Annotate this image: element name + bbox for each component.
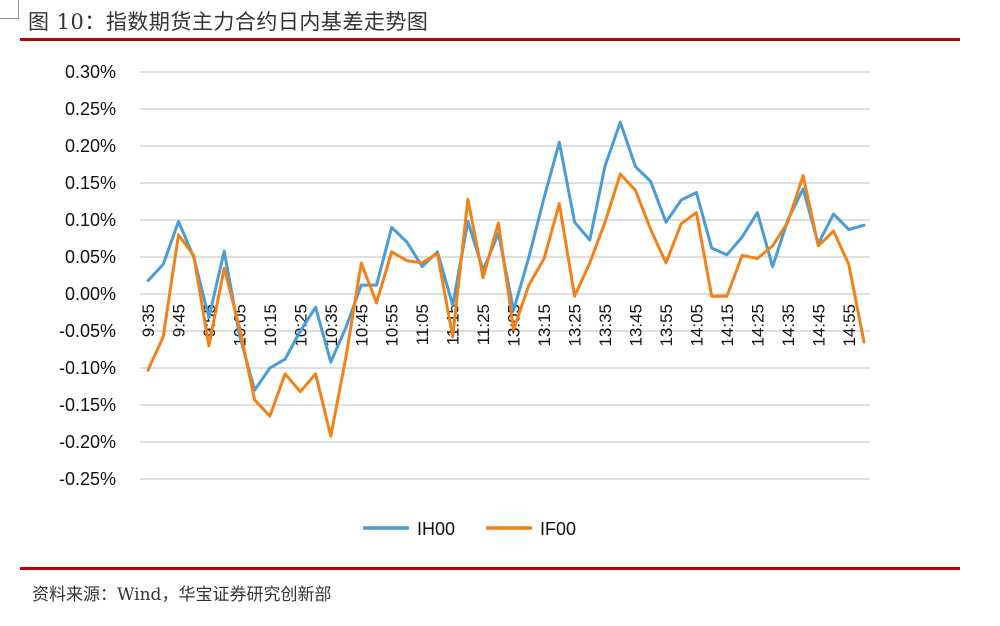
corner-mark: [0, 0, 19, 19]
y-tick-label: 0.00%: [65, 284, 116, 304]
series-lines: [146, 120, 866, 438]
series-line-ih00: [146, 120, 866, 392]
y-axis-ticks: 0.30% 0.25% 0.20% 0.15% 0.10% 0.05% 0.00% -0.05…: [59, 62, 116, 489]
source-note: 资料来源：Wind，华宝证券研究创新部: [32, 585, 332, 605]
x-tick-label: 13:55: [657, 304, 676, 347]
series-line-if00: [146, 172, 866, 438]
x-tick-label: 14:05: [687, 304, 706, 347]
y-tick-label: 0.15%: [65, 173, 116, 193]
x-tick-label: 10:45: [352, 304, 371, 347]
y-tick-label: 0.05%: [65, 247, 116, 267]
y-tick-label: -0.10%: [59, 358, 116, 378]
figure-title: 图 10：指数期货主力合约日内基差走势图: [28, 10, 429, 34]
x-tick-label: 11:25: [474, 304, 493, 345]
legend: IH00 IF00: [363, 519, 576, 539]
x-tick-label: 10:35: [322, 304, 341, 347]
x-tick-label: 11:05: [413, 304, 432, 345]
x-tick-label: 9:45: [169, 304, 188, 337]
x-tick-label: 9:35: [139, 304, 158, 337]
x-tick-label: 14:25: [748, 304, 767, 347]
x-tick-label: 13:45: [626, 304, 645, 347]
y-tick-label: -0.20%: [59, 432, 116, 452]
x-axis-ticks: 9:35 9:45 9:55 10:05 10:15 10:25 10:35 10:45 10:…: [139, 304, 859, 347]
gridlines: [140, 71, 870, 480]
y-tick-label: 0.30%: [65, 62, 116, 82]
x-tick-label: 10:55: [383, 304, 402, 347]
legend-label-if00: IF00: [540, 519, 576, 539]
legend-label-ih00: IH00: [417, 519, 455, 539]
y-tick-label: -0.05%: [59, 321, 116, 341]
x-tick-label: 14:55: [840, 304, 859, 347]
x-tick-label: 10:15: [261, 304, 280, 347]
bottom-divider: [20, 567, 960, 570]
x-tick-label: 13:15: [535, 304, 554, 347]
y-tick-label: -0.25%: [59, 469, 116, 489]
top-divider: [20, 38, 960, 41]
y-tick-label: -0.15%: [59, 395, 116, 415]
x-tick-label: 14:35: [779, 304, 798, 347]
x-tick-label: 13:25: [566, 304, 585, 347]
x-tick-label: 14:15: [718, 304, 737, 347]
y-tick-label: 0.20%: [65, 136, 116, 156]
y-tick-label: 0.25%: [65, 99, 116, 119]
y-tick-label: 0.10%: [65, 210, 116, 230]
x-tick-label: 14:45: [809, 304, 828, 347]
x-tick-label: 13:35: [596, 304, 615, 347]
